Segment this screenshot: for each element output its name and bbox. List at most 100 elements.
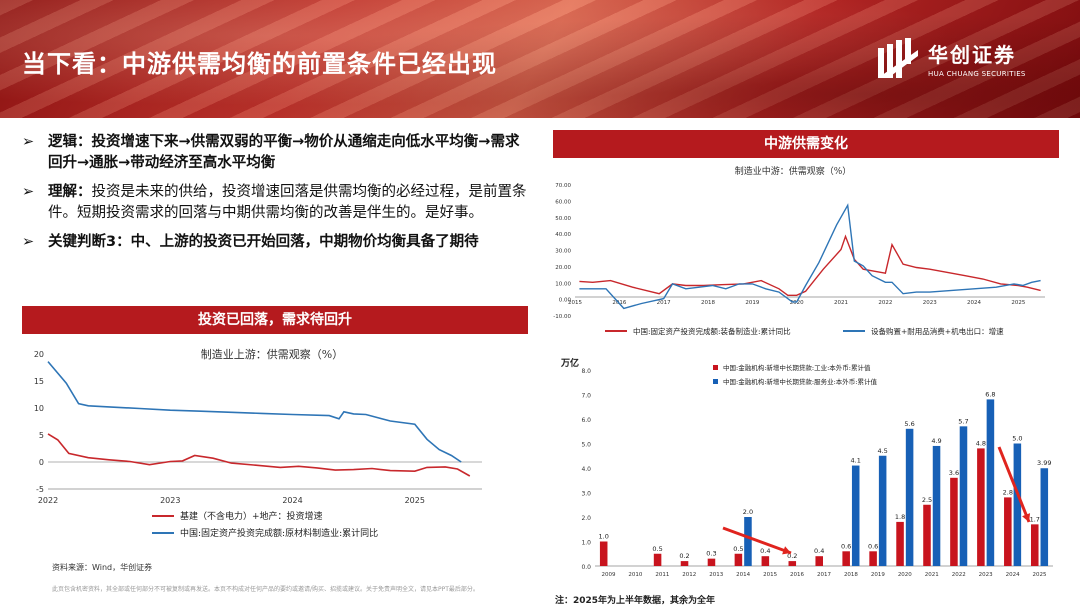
x-tick-label: 2009 <box>601 572 615 578</box>
x-tick-label: 2022 <box>878 300 892 306</box>
x-tick-label: 2018 <box>701 300 715 306</box>
bar-label-industry: 2.5 <box>922 496 932 504</box>
decline-arrow-2023-shaft <box>997 446 1031 523</box>
y-tick-label: 20 <box>34 350 44 359</box>
bar-services <box>905 428 914 566</box>
chart-title: 制造业中游：供需观察（%） <box>735 165 852 177</box>
y-tick-label: 0.00 <box>559 298 572 304</box>
x-tick-label: 2017 <box>817 572 831 578</box>
y-tick-label: 30.00 <box>555 249 571 255</box>
source-note: 资料来源：Wind，华创证券 <box>52 563 153 572</box>
x-tick-label: 2016 <box>790 572 804 578</box>
upstream-line-chart: 制造业上游：供需观察（%） -5 0 5 10 15 20 2022 2023 2024 2025 基… <box>34 347 482 539</box>
y-tick-label: 5.0 <box>581 442 591 449</box>
bar-label-industry: 1.7 <box>1030 515 1040 523</box>
bar-industry <box>761 556 770 566</box>
disclaimer: 此页包含机密资料，其全部或任何部分不可被复制或再发送。本页不构成对任何产品的要约… <box>52 586 479 593</box>
x-tick-label: 2021 <box>925 572 939 578</box>
legend-swatch-2 <box>713 379 718 384</box>
bar-industry <box>788 561 797 566</box>
x-tick-label: 2021 <box>834 300 848 306</box>
bar-label-industry: 0.5 <box>652 545 662 553</box>
legend-label-1: 中国:固定资产投资完成额:装备制造业:累计同比 <box>633 326 791 336</box>
x-tick-label: 2010 <box>628 572 642 578</box>
bar-services <box>959 426 968 566</box>
bullet-list: ➢ 逻辑：投资增速下来→供需双弱的平衡→物价从通缩走向低水平均衡→需求回升→通胀… <box>22 132 532 261</box>
y-tick-label: 0.0 <box>581 564 591 571</box>
y-tick-label: 60.00 <box>555 199 571 205</box>
legend-label-2: 设备购置+耐用品消费+机电出口：增速 <box>871 326 1004 336</box>
bar-industry <box>896 521 904 566</box>
bar-label-industry: 3.6 <box>949 469 959 477</box>
x-tick-label: 2025 <box>1033 572 1047 578</box>
x-tick-label: 2023 <box>160 496 180 505</box>
bar-industry <box>680 561 689 566</box>
bullet-text: 逻辑：投资增速下来→供需双弱的平衡→物价从通缩走向低水平均衡→需求回升→通胀→带… <box>48 134 520 171</box>
logo-mark-icon <box>878 38 918 78</box>
midstream-line-chart: 制造业中游：供需观察（%） -10.00 0.00 10.00 20.00 30.00 40… <box>553 165 1045 336</box>
bar-label-industry: 0.4 <box>814 547 824 555</box>
bar-services <box>986 399 995 566</box>
x-tick-label: 2017 <box>657 300 671 306</box>
x-tick-label: 2020 <box>898 572 912 578</box>
bar-services <box>1040 468 1049 566</box>
x-tick-label: 2019 <box>745 300 759 306</box>
legend-label-1: 中国:金融机构:新增中长期贷款:工业:本外币:累计值 <box>723 363 871 372</box>
x-tick-label: 2025 <box>1011 300 1025 306</box>
y-tick-label: 15 <box>34 377 44 386</box>
y-tick-label: 5 <box>39 431 44 440</box>
bullet-arrow-icon: ➢ <box>22 184 35 200</box>
decline-arrow-2023-head <box>1022 513 1031 522</box>
bar-services <box>851 465 860 566</box>
bar-label-industry: 1.8 <box>895 513 905 521</box>
logo-name-cn: 华创证券 <box>928 42 1016 67</box>
loan-bar-chart: 万亿 0.0 1.0 2.0 3.0 4.0 5.0 6.0 7.0 8.0 2009 1.0 2010… <box>560 357 1053 578</box>
x-tick-label: 2024 <box>1006 572 1020 578</box>
bar-services <box>1013 443 1022 566</box>
bullet-text: 关键判断3：中、上游的投资已开始回落，中期物价均衡具备了期待 <box>48 234 479 250</box>
section-title-left: 投资已回落，需求待回升 <box>22 306 528 334</box>
legend-swatch-1 <box>713 365 718 370</box>
bar-label-services: 5.6 <box>904 420 914 428</box>
bullet-arrow-icon: ➢ <box>22 134 35 150</box>
y-axis-unit-label: 万亿 <box>560 357 579 369</box>
x-tick-label: 2022 <box>952 572 966 578</box>
bar-services <box>932 445 941 566</box>
x-tick-label: 2024 <box>967 300 981 306</box>
series-line-2 <box>579 203 1041 310</box>
bar-label-industry: 0.5 <box>733 545 743 553</box>
bar-label-industry: 0.6 <box>868 542 878 550</box>
y-tick-label: 70.00 <box>555 183 571 189</box>
bar-label-services: 4.1 <box>851 457 861 465</box>
y-tick-label: 4.0 <box>581 466 591 473</box>
bar-industry <box>815 556 823 566</box>
legend-label-2: 中国:金融机构:新增中长期贷款:服务业:本外币:累计值 <box>723 377 877 386</box>
bar-label-industry: 4.8 <box>976 439 986 447</box>
bar-industry <box>1004 497 1012 566</box>
legend-label-1: 基建（不含电力）+地产：投资增速 <box>180 510 323 522</box>
bar-label-industry: 0.3 <box>706 550 716 558</box>
bullet-arrow-icon: ➢ <box>22 234 35 250</box>
bullet-understanding: ➢ 理解：投资是未来的供给，投资增速回落是供需均衡的必经过程，是前置条件。短期投… <box>22 182 532 224</box>
y-tick-label: 20.00 <box>555 265 571 271</box>
bar-industry <box>734 553 743 566</box>
company-logo: 华创证券 HUA CHUANG SECURITIES <box>876 36 1026 80</box>
bar-industry <box>842 551 850 566</box>
bar-industry <box>653 553 662 566</box>
x-tick-label: 2019 <box>871 572 885 578</box>
y-tick-label: -5 <box>36 485 44 494</box>
x-tick-label: 2014 <box>736 572 750 578</box>
series-line-1 <box>47 433 471 477</box>
bar-industry <box>950 477 958 566</box>
page-title: 当下看：中游供需均衡的前置条件已经出现 <box>22 50 497 78</box>
x-tick-label: 2020 <box>790 300 804 306</box>
bar-industry <box>707 558 716 566</box>
x-tick-label: 2012 <box>682 572 696 578</box>
y-tick-label: 3.0 <box>581 491 591 498</box>
bullet-body: 投资是未来的供给，投资增速回落是供需均衡的必经过程，是前置条件。短期投资需求的回… <box>48 184 527 221</box>
x-tick-label: 2013 <box>709 572 723 578</box>
y-tick-label: 6.0 <box>581 417 591 424</box>
y-tick-label: 7.0 <box>581 393 591 400</box>
bar-label-services: 6.8 <box>985 390 995 398</box>
x-tick-label: 2022 <box>38 496 58 505</box>
